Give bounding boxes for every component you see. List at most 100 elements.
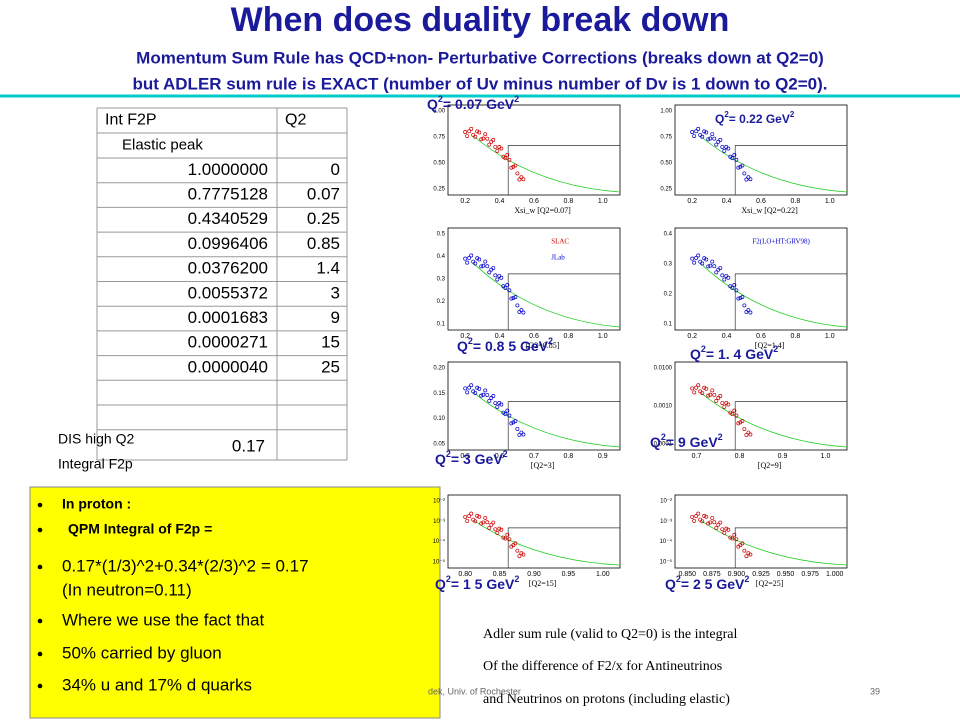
plot-point <box>746 308 751 313</box>
plot-point <box>491 137 496 142</box>
plot-point <box>690 256 695 261</box>
q-label-part: 2 <box>503 449 508 459</box>
plot-point <box>722 530 727 535</box>
bullet-dot <box>37 651 43 657</box>
plot-point <box>748 177 753 182</box>
plot-caption: Xsi_w [Q2=0.07] <box>514 206 571 215</box>
plot-legend: SLAC <box>551 238 569 246</box>
plot-point <box>515 171 520 176</box>
plot-point <box>704 514 709 519</box>
plot-tick-label: 1.0 <box>825 333 835 340</box>
plot-tick-label: 1.00 <box>596 571 610 578</box>
plot-point <box>469 511 474 516</box>
plot-point <box>704 257 709 262</box>
plot-tick-label: 1.0 <box>598 333 608 340</box>
plot-point <box>509 165 514 170</box>
plot-curve <box>700 392 848 448</box>
q-label-part: 2 <box>718 432 723 442</box>
plot-point <box>694 129 699 134</box>
plot-step <box>507 401 620 450</box>
q-label-part: 2 <box>446 574 451 584</box>
plot-point <box>734 288 739 293</box>
plot-point <box>481 392 486 397</box>
plot-point <box>507 413 512 418</box>
q-label-part: 2 <box>468 336 473 346</box>
plot-tick-label: 10⁻⁵ <box>660 559 673 566</box>
plot-point <box>503 156 508 161</box>
plot-tick-label: 0.2 <box>687 198 697 205</box>
plot-tick-label: 0.2 <box>460 333 470 340</box>
plot-tick-label: 0.85 <box>493 571 507 578</box>
plot-point <box>710 132 715 137</box>
q-label-part: 2 <box>661 432 666 442</box>
plot-point <box>728 535 733 540</box>
plot-point <box>696 383 701 388</box>
plot-point <box>487 270 492 275</box>
plot-point <box>485 264 490 269</box>
plot-tick-label: 10⁻⁴ <box>660 538 673 545</box>
plot-point <box>702 385 707 390</box>
adler-text: Adler sum rule (valid to Q2=0) is the in… <box>483 627 738 642</box>
q-label-part: 2 <box>446 449 451 459</box>
plot-point <box>497 526 502 531</box>
plot-point <box>734 413 739 418</box>
plot-point <box>463 130 468 134</box>
plot-point <box>722 404 727 409</box>
q-label-part: 2 <box>790 110 795 119</box>
plot-point <box>722 277 727 282</box>
plot-point <box>515 548 520 553</box>
plot-tick-label: 0.90 <box>527 571 541 578</box>
plot-point <box>495 530 500 535</box>
q-label-part: Q <box>435 576 446 592</box>
table-cell: 0.0055372 <box>188 283 268 302</box>
plot-frame <box>447 494 621 569</box>
plot-tick-label: 0.900 <box>728 571 746 578</box>
q-label: Q2= 2 5 GeV2 <box>665 574 749 591</box>
q-label-part: 2 <box>514 94 519 104</box>
adler-text: and Neutrinos on protons (including elas… <box>483 692 730 707</box>
plot-point <box>720 527 725 532</box>
plot-frame <box>674 104 848 196</box>
plot-point <box>710 259 715 264</box>
plot-point <box>487 142 492 147</box>
plot-point <box>495 148 500 153</box>
plot-point <box>716 522 721 527</box>
plot-point <box>740 295 745 300</box>
plot-point <box>493 144 498 149</box>
note-box <box>29 486 441 719</box>
plot-tick-label: 0.4 <box>437 254 446 260</box>
plot-tick-label: 0.1 <box>437 322 446 328</box>
plot-point <box>740 163 745 168</box>
q-label-part: 2 <box>773 344 778 354</box>
plot-point <box>704 130 709 135</box>
table-cell: 25 <box>321 357 340 376</box>
plot-point <box>515 303 520 308</box>
plot-point <box>513 541 518 546</box>
plot-step <box>734 145 847 195</box>
plot-point <box>517 554 522 559</box>
plot-point <box>690 514 695 519</box>
plot-frame <box>447 361 621 451</box>
plot-point <box>477 130 482 135</box>
plot-caption: [Q2=0.85] <box>526 341 560 350</box>
plot-point <box>485 520 490 525</box>
plot-point <box>505 532 510 537</box>
q-label: Q2= 3 GeV2 <box>435 449 508 466</box>
plot-point <box>499 146 504 151</box>
plot-point <box>710 515 715 520</box>
plot-point <box>479 521 484 526</box>
plot-tick-label: 1.0 <box>825 198 835 205</box>
plot-tick-label: 0.20 <box>433 366 445 372</box>
plot-point <box>519 308 524 313</box>
plot-point <box>714 525 719 530</box>
plot-point <box>692 134 697 138</box>
plot-step <box>734 527 847 568</box>
plot-step <box>734 401 847 450</box>
plot-point <box>483 132 488 137</box>
plot-point <box>463 386 468 391</box>
plot-point <box>738 164 743 169</box>
plot-point <box>467 129 472 134</box>
q-label-part: Q <box>427 96 438 112</box>
q-label-part: Q <box>690 346 701 362</box>
plot-point <box>487 525 492 530</box>
